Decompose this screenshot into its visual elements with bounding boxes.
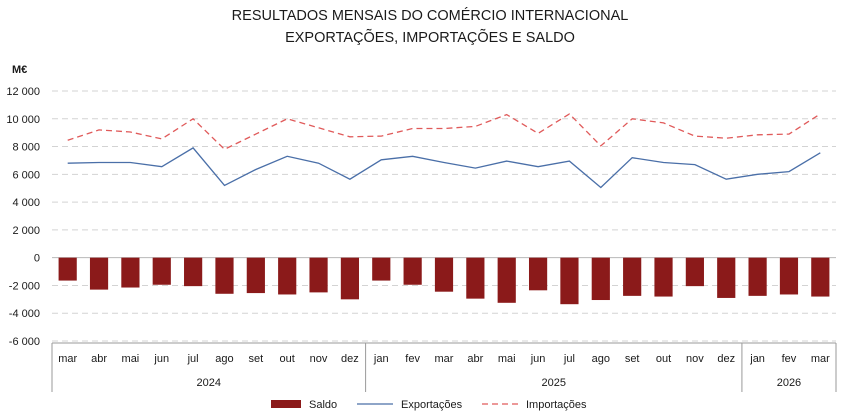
y-tick-label: 10 000 xyxy=(6,114,40,126)
month-label: ago xyxy=(215,353,233,365)
month-label: out xyxy=(656,353,671,365)
saldo-bar xyxy=(717,257,736,298)
saldo-bar xyxy=(340,257,360,300)
saldo-bar xyxy=(89,257,109,290)
month-label: abr xyxy=(91,353,107,365)
saldo-bar xyxy=(309,257,328,293)
saldo-bar xyxy=(811,257,830,297)
legend-saldo-swatch xyxy=(271,400,301,408)
saldo-bar xyxy=(528,257,548,291)
saldo-bar xyxy=(184,257,203,287)
saldo-bar xyxy=(685,257,704,287)
legend: Saldo Exportações Importações xyxy=(271,399,587,411)
month-label: mar xyxy=(58,353,77,365)
saldo-bar xyxy=(434,257,454,292)
saldo-bar xyxy=(466,257,485,299)
legend-label: Exportações xyxy=(401,399,463,411)
month-label: mai xyxy=(122,353,140,365)
saldo-bar xyxy=(246,257,265,294)
y-axis-unit: M€ xyxy=(12,64,27,76)
month-label: ago xyxy=(592,353,610,365)
saldo-bar xyxy=(152,257,171,285)
month-label: nov xyxy=(686,353,704,365)
year-label: 2024 xyxy=(197,377,221,389)
y-tick-label: 2 000 xyxy=(12,225,40,237)
month-label: out xyxy=(280,353,295,365)
y-axis-ticks: -6 000 -4 000 -2 000 0 2 000 4 000 6 000 8 000 1… xyxy=(6,86,40,348)
month-label: jul xyxy=(563,353,575,365)
month-label: fev xyxy=(782,353,797,365)
chart-title-line-2: EXPORTAÇÕES, IMPORTAÇÕES E SALDO xyxy=(285,29,575,46)
gridlines xyxy=(52,90,836,342)
month-label: abr xyxy=(467,353,483,365)
saldo-bar xyxy=(403,257,422,285)
legend-label: Importações xyxy=(526,399,587,411)
saldo-bar xyxy=(58,257,77,281)
month-label: set xyxy=(248,353,263,365)
saldo-bar xyxy=(591,257,610,301)
legend-label: Saldo xyxy=(309,399,337,411)
series-lines xyxy=(67,113,821,189)
y-tick-label: 0 xyxy=(34,253,40,265)
month-label: jan xyxy=(749,353,765,365)
x-axis: mar abr mai jun jul ago set out nov dez jan fev mar a… xyxy=(51,342,837,392)
month-label: fev xyxy=(405,353,420,365)
y-tick-label: 6 000 xyxy=(12,169,40,181)
year-label: 2025 xyxy=(542,377,566,389)
saldo-bar xyxy=(654,257,673,297)
month-label: nov xyxy=(310,353,328,365)
y-tick-label: -6 000 xyxy=(9,336,40,348)
y-tick-label: 8 000 xyxy=(12,142,40,154)
month-label: jun xyxy=(530,353,546,365)
month-label: jul xyxy=(187,353,199,365)
saldo-bar xyxy=(748,257,767,296)
month-label: dez xyxy=(341,353,359,365)
month-label: dez xyxy=(717,353,735,365)
saldo-bar xyxy=(121,257,140,288)
saldo-bar xyxy=(497,257,516,303)
chart-title-line-1: RESULTADOS MENSAIS DO COMÉRCIO INTERNACI… xyxy=(232,7,629,24)
saldo-bar xyxy=(779,257,799,295)
saldo-bars xyxy=(58,257,830,305)
saldo-bar xyxy=(372,257,391,281)
month-label: set xyxy=(625,353,640,365)
saldo-bar xyxy=(215,257,234,294)
exportacoes-line xyxy=(67,147,821,189)
saldo-bar xyxy=(560,257,579,305)
y-tick-label: -4 000 xyxy=(9,308,40,320)
y-tick-label: -2 000 xyxy=(9,280,40,292)
month-label: jan xyxy=(373,353,389,365)
month-label: mai xyxy=(498,353,516,365)
month-label: jun xyxy=(153,353,169,365)
y-tick-label: 12 000 xyxy=(6,86,40,98)
saldo-bar xyxy=(278,257,297,295)
year-label: 2026 xyxy=(777,377,801,389)
month-label: mar xyxy=(811,353,830,365)
importacoes-line xyxy=(67,113,821,151)
month-label: mar xyxy=(435,353,454,365)
saldo-bar xyxy=(623,257,642,296)
y-tick-label: 4 000 xyxy=(12,197,40,209)
